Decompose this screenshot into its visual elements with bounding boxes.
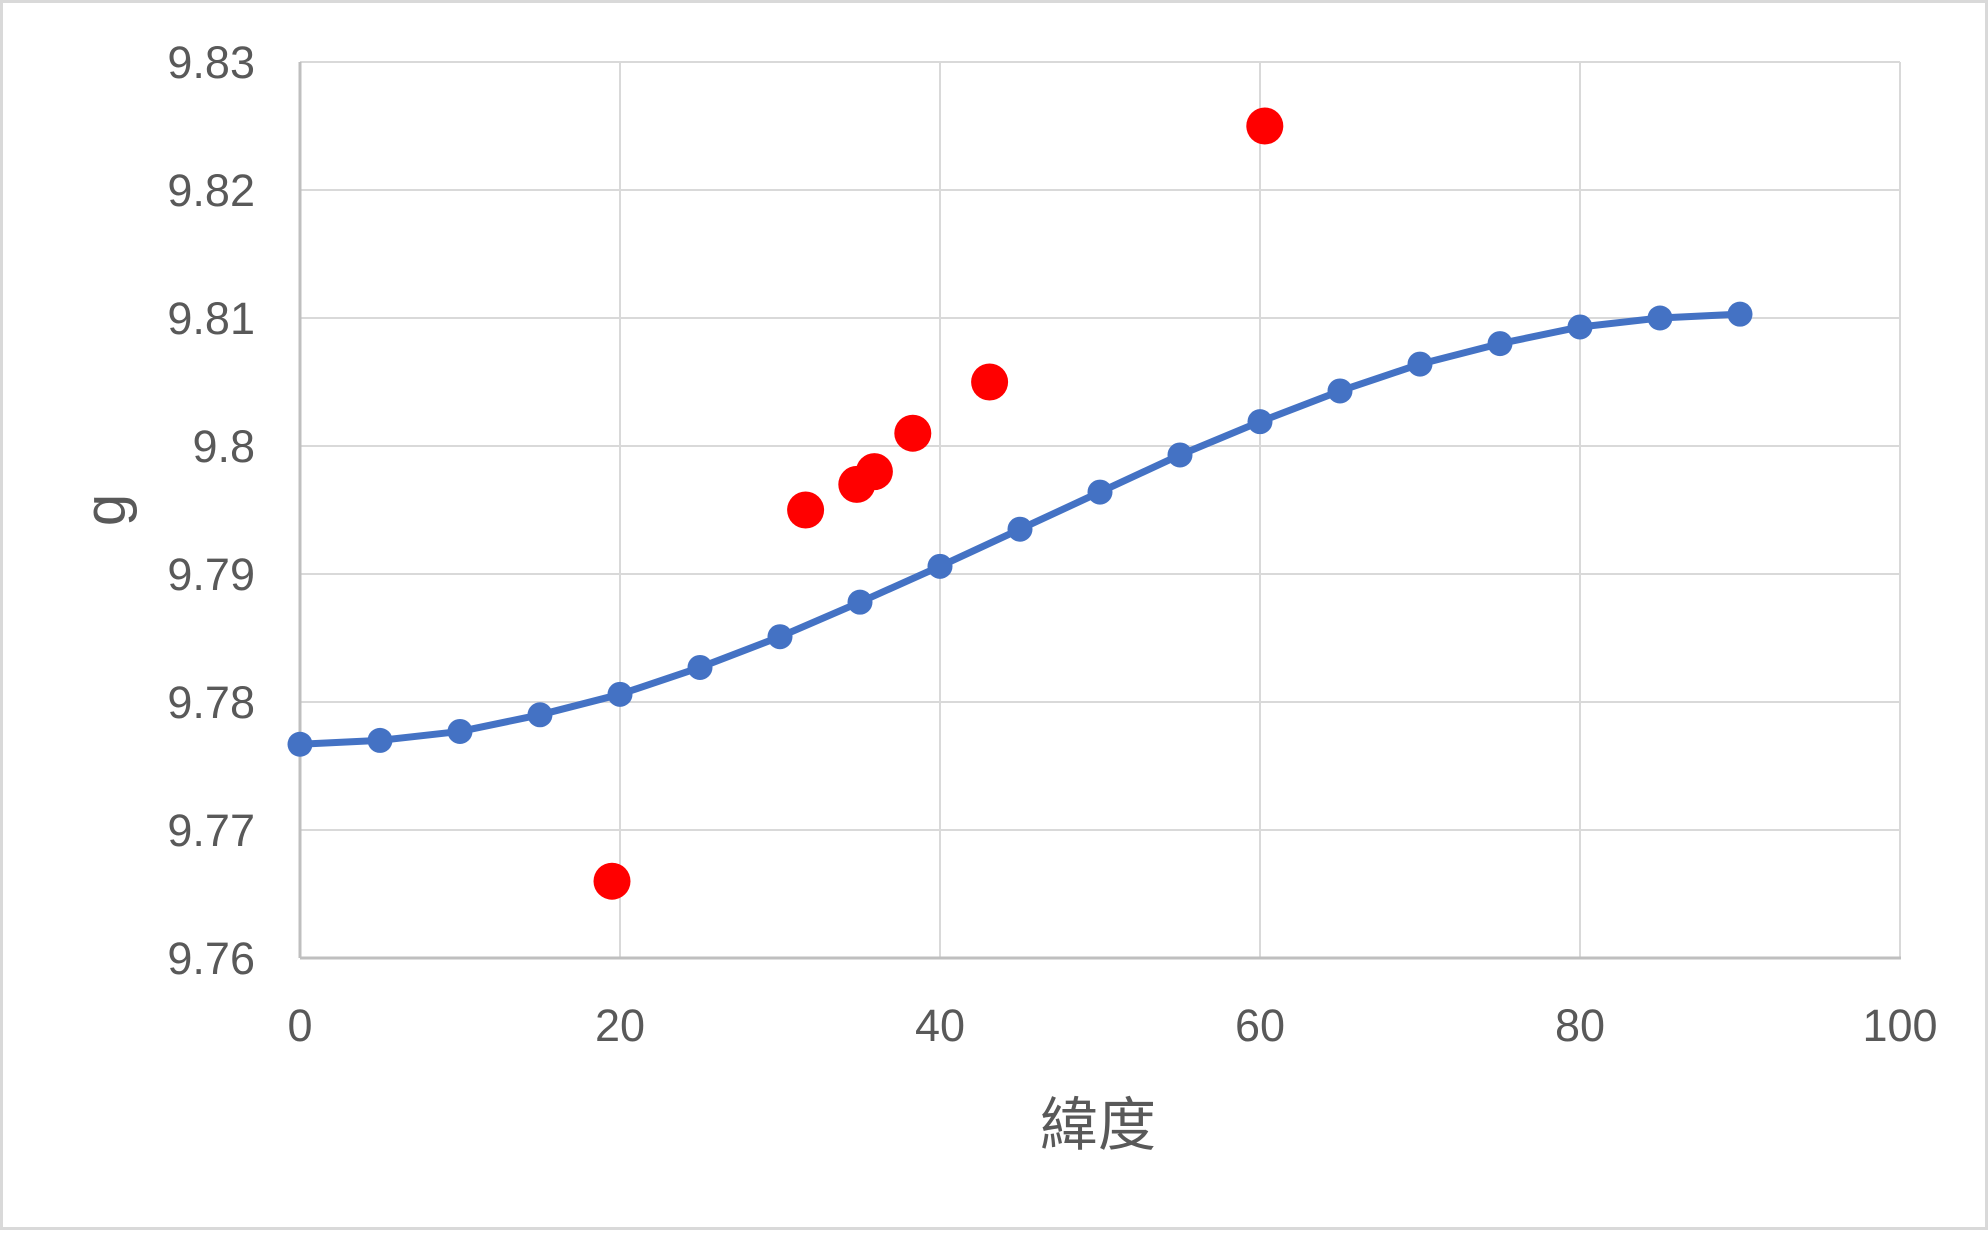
data-point xyxy=(787,491,825,529)
data-point xyxy=(1247,409,1273,435)
data-point xyxy=(447,718,473,744)
data-point xyxy=(1087,479,1113,505)
y-tick-label: 9.79 xyxy=(167,549,255,600)
series-gravity-model-curve xyxy=(287,301,1753,757)
plot-area: 0 20 40 60 80 100 9.76 9.77 9.78 9.79 9.8 9.81 9.82 9… xyxy=(167,37,1937,1051)
data-point xyxy=(287,731,313,757)
gridlines xyxy=(299,61,1901,959)
x-axis-title: 緯度 xyxy=(1040,1093,1156,1158)
data-point xyxy=(855,453,893,491)
x-tick-label: 100 xyxy=(1862,1000,1937,1051)
data-point xyxy=(607,681,633,707)
axis-lines xyxy=(298,62,1901,960)
x-tick-label: 60 xyxy=(1235,1000,1285,1051)
data-point xyxy=(971,363,1009,401)
data-point xyxy=(1007,516,1033,542)
series-observed-gravity-points xyxy=(593,107,1284,900)
y-tick-label: 9.78 xyxy=(167,677,255,728)
data-point xyxy=(367,727,393,753)
data-point xyxy=(927,553,953,579)
data-point xyxy=(527,702,553,728)
data-point xyxy=(1246,107,1284,145)
data-point xyxy=(894,414,932,452)
data-point xyxy=(593,862,631,900)
data-point xyxy=(767,624,793,650)
data-point xyxy=(687,654,713,680)
y-tick-label: 9.82 xyxy=(167,165,255,216)
data-point xyxy=(1487,331,1513,357)
x-tick-label: 80 xyxy=(1555,1000,1605,1051)
data-point xyxy=(847,589,873,615)
x-tick-label: 0 xyxy=(287,1000,312,1051)
chart-svg: 0 20 40 60 80 100 9.76 9.77 9.78 9.79 9.8 9.81 9.82 9… xyxy=(73,37,1938,1158)
data-point xyxy=(1407,351,1433,377)
data-point xyxy=(1567,314,1593,340)
data-point xyxy=(1327,378,1353,404)
data-point xyxy=(1167,442,1193,468)
y-tick-label: 9.83 xyxy=(167,37,255,88)
y-tick-label: 9.81 xyxy=(167,293,255,344)
data-point xyxy=(1727,301,1753,327)
y-tick-label: 9.8 xyxy=(192,421,255,472)
tick-labels: 0 20 40 60 80 100 9.76 9.77 9.78 9.79 9.8 9.81 9.82 9… xyxy=(167,37,1937,1051)
x-tick-label: 20 xyxy=(595,1000,645,1051)
y-axis-title: g xyxy=(73,494,138,526)
x-tick-label: 40 xyxy=(915,1000,965,1051)
data-point xyxy=(1647,305,1673,331)
y-tick-label: 9.77 xyxy=(167,805,255,856)
y-tick-label: 9.76 xyxy=(167,933,255,984)
